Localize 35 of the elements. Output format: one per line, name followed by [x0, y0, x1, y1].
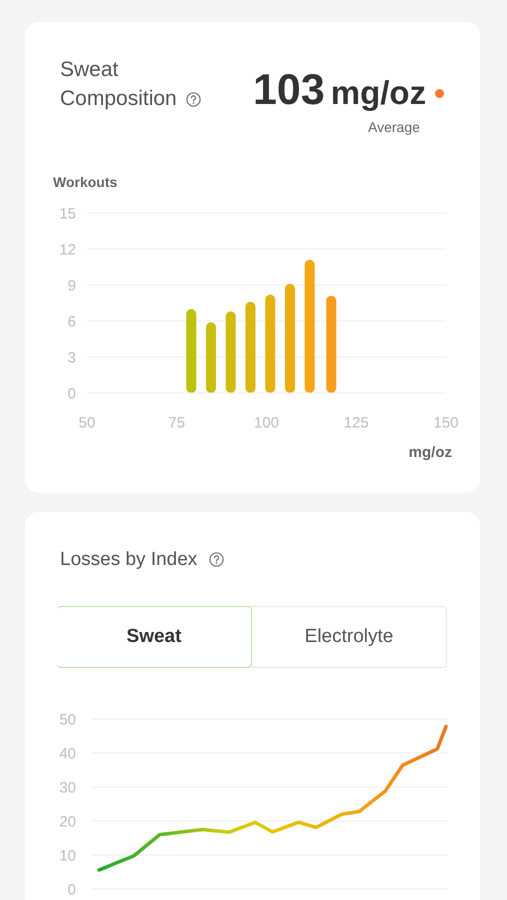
- selected-tab-button: Sweat: [57, 606, 252, 668]
- y-axis-title: Workouts: [53, 174, 118, 190]
- bar: [226, 311, 236, 393]
- x-tick-label: 75: [168, 414, 186, 432]
- y-tick-label: 50: [59, 711, 76, 728]
- text: Average: [368, 119, 420, 135]
- y-tick-label: 10: [59, 847, 76, 864]
- text: mg/oz: [330, 74, 426, 111]
- y-tick-label: 30: [59, 779, 76, 796]
- bar: [284, 284, 295, 393]
- bar: [245, 302, 256, 393]
- x-tick-label: 125: [344, 414, 369, 432]
- chart-title: Losses by Index: [60, 549, 198, 570]
- bar: [265, 294, 276, 393]
- y-tick-label: 9: [68, 277, 76, 294]
- x-tick-label: 50: [78, 414, 96, 432]
- line-series: [97, 724, 448, 872]
- x-axis-title: mg/oz: [408, 444, 452, 461]
- y-tick-label: 40: [59, 745, 76, 762]
- chart-title: Sweat Composition: [60, 58, 177, 110]
- bar: [304, 260, 315, 393]
- x-tick-label: 100: [254, 414, 280, 432]
- bar: [186, 309, 196, 393]
- bar: [206, 322, 216, 393]
- y-tick-label: 20: [59, 813, 76, 830]
- y-tick-label: 15: [59, 205, 76, 222]
- x-tick-label: 150: [433, 414, 459, 432]
- y-tick-label: 12: [59, 241, 76, 258]
- bar: [326, 296, 336, 393]
- y-tick-label: 0: [68, 385, 76, 402]
- y-tick-label: 6: [68, 313, 76, 330]
- y-tick-label: 0: [68, 881, 76, 898]
- text: 103: [253, 66, 325, 114]
- tab-button: Electrolyte: [252, 606, 447, 668]
- y-tick-label: 3: [68, 349, 76, 366]
